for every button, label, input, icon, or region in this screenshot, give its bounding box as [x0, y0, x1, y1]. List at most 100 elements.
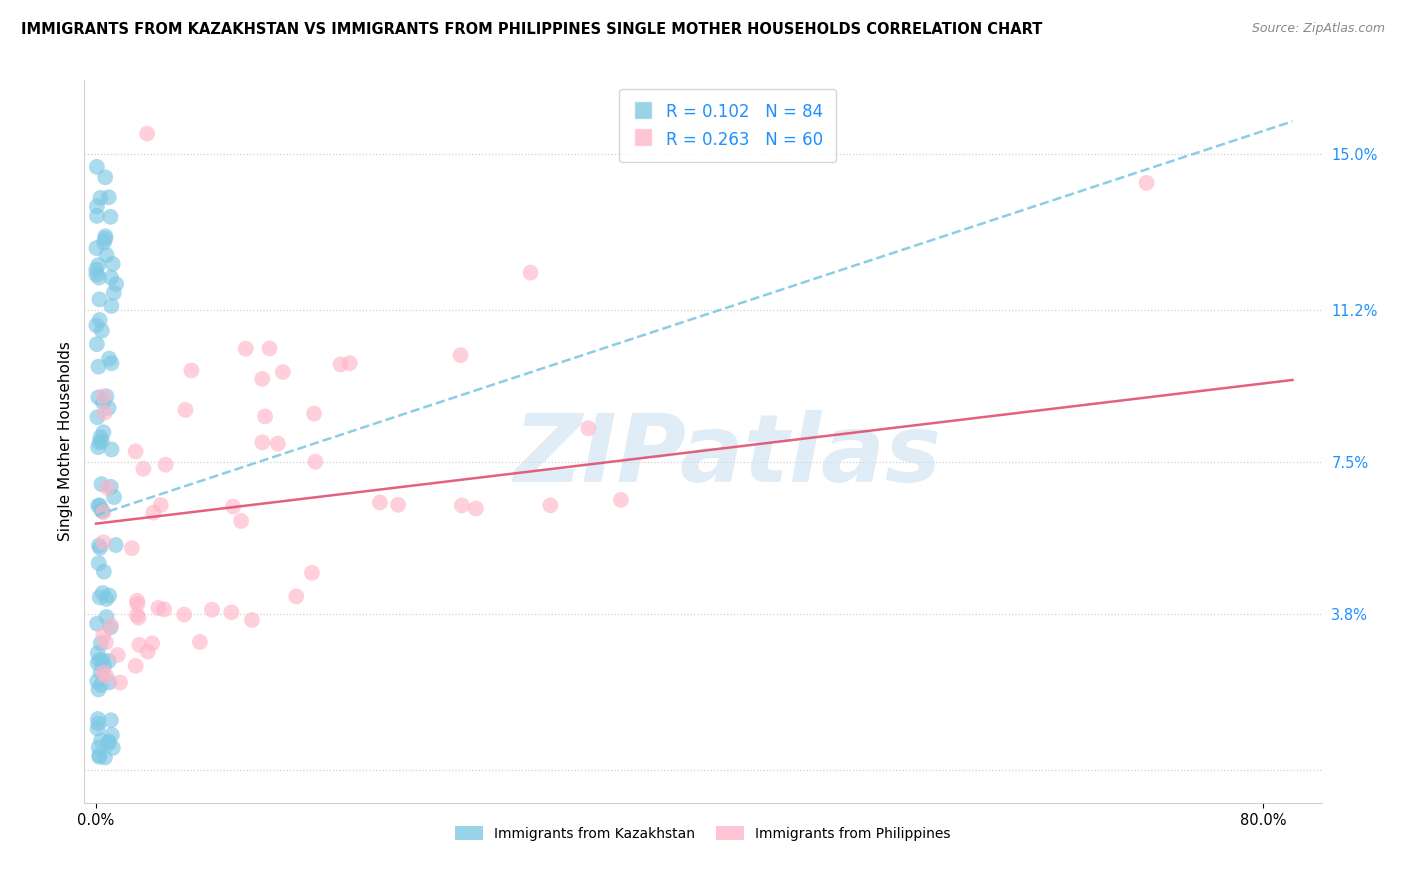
Point	[87, 682, 110, 697]
Point	[174, 403, 197, 417]
Point	[100, 442, 122, 457]
Point	[100, 210, 122, 224]
Legend: Immigrants from Kazakhstan, Immigrants from Philippines: Immigrants from Kazakhstan, Immigrants f…	[450, 821, 956, 847]
Point	[128, 610, 150, 624]
Point	[229, 514, 252, 528]
Point	[103, 285, 125, 300]
Point	[89, 293, 111, 307]
Point	[124, 444, 146, 458]
Point	[90, 434, 112, 448]
Point	[87, 440, 110, 454]
Point	[127, 597, 149, 611]
Point	[87, 740, 110, 755]
Point	[101, 728, 124, 742]
Point	[519, 266, 541, 280]
Point	[153, 602, 176, 616]
Point	[221, 605, 243, 619]
Point	[98, 675, 121, 690]
Point	[89, 191, 111, 205]
Point	[86, 674, 108, 689]
Point	[94, 170, 117, 185]
Point	[91, 535, 114, 549]
Point	[94, 232, 117, 246]
Point	[1135, 176, 1157, 190]
Point	[94, 750, 117, 764]
Point	[329, 358, 352, 372]
Point	[89, 748, 111, 763]
Point	[87, 359, 110, 374]
Point	[90, 477, 112, 491]
Point	[87, 646, 110, 660]
Point	[87, 539, 110, 553]
Point	[87, 716, 110, 731]
Point	[301, 566, 323, 580]
Y-axis label: Single Mother Households: Single Mother Households	[58, 342, 73, 541]
Point	[101, 257, 124, 271]
Point	[90, 665, 112, 680]
Point	[91, 628, 114, 642]
Point	[97, 737, 120, 751]
Point	[86, 410, 108, 425]
Point	[128, 638, 150, 652]
Point	[86, 209, 108, 223]
Point	[155, 458, 177, 472]
Point	[188, 635, 211, 649]
Point	[86, 241, 108, 255]
Point	[451, 499, 474, 513]
Point	[100, 270, 122, 285]
Point	[271, 365, 294, 379]
Point	[141, 636, 163, 650]
Point	[86, 160, 108, 174]
Point	[89, 499, 111, 513]
Point	[250, 372, 273, 386]
Point	[100, 299, 122, 313]
Point	[98, 351, 121, 366]
Point	[87, 270, 110, 285]
Point	[173, 607, 195, 622]
Point	[121, 541, 143, 556]
Point	[464, 501, 486, 516]
Text: IMMIGRANTS FROM KAZAKHSTAN VS IMMIGRANTS FROM PHILIPPINES SINGLE MOTHER HOUSEHOL: IMMIGRANTS FROM KAZAKHSTAN VS IMMIGRANTS…	[21, 22, 1042, 37]
Point	[538, 499, 561, 513]
Point	[91, 389, 114, 403]
Point	[89, 435, 111, 450]
Point	[90, 324, 112, 338]
Point	[91, 665, 114, 680]
Point	[96, 248, 118, 262]
Point	[97, 401, 120, 415]
Point	[94, 406, 117, 420]
Point	[96, 389, 118, 403]
Point	[90, 678, 112, 692]
Point	[100, 480, 122, 494]
Point	[87, 391, 110, 405]
Point	[149, 498, 172, 512]
Point	[107, 648, 129, 662]
Point	[97, 654, 120, 668]
Text: Source: ZipAtlas.com: Source: ZipAtlas.com	[1251, 22, 1385, 36]
Point	[97, 190, 120, 204]
Point	[201, 603, 224, 617]
Point	[96, 591, 118, 606]
Point	[93, 565, 115, 579]
Point	[86, 656, 108, 670]
Point	[90, 636, 112, 650]
Point	[136, 127, 159, 141]
Point	[304, 455, 326, 469]
Point	[93, 235, 115, 250]
Point	[86, 262, 108, 277]
Point	[240, 613, 263, 627]
Point	[87, 556, 110, 570]
Point	[89, 430, 111, 444]
Point	[91, 504, 114, 518]
Point	[136, 644, 159, 658]
Point	[124, 658, 146, 673]
Point	[576, 421, 599, 435]
Point	[222, 500, 245, 514]
Point	[254, 409, 277, 424]
Point	[387, 498, 409, 512]
Point	[91, 505, 114, 519]
Point	[96, 481, 118, 495]
Point	[93, 425, 115, 440]
Point	[94, 229, 117, 244]
Point	[91, 653, 114, 667]
